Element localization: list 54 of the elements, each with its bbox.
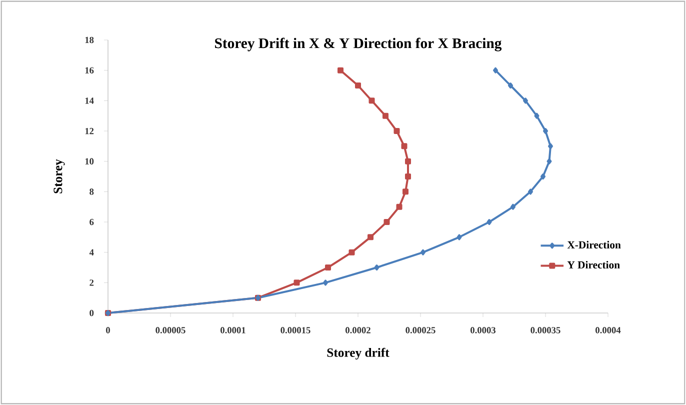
y-tick-label: 6	[90, 218, 94, 226]
y-tick-label: 2	[90, 280, 94, 286]
x-axis-title: Storey drift	[327, 348, 390, 360]
legend-label: Y Direction	[567, 261, 620, 269]
point	[384, 219, 390, 225]
x-tick-label: 0	[106, 327, 110, 334]
point	[355, 82, 362, 89]
y-axis-title: Storey	[54, 159, 65, 194]
y-tick-label: 0	[90, 310, 94, 316]
point	[294, 280, 300, 286]
point	[338, 67, 344, 74]
point	[401, 143, 408, 150]
point	[528, 188, 534, 195]
y-tick-label: 8	[90, 188, 94, 195]
point	[456, 234, 462, 240]
x-tick-label: 0.0001	[220, 327, 246, 334]
point	[368, 98, 375, 104]
x-tick-label: 0.0003	[470, 327, 496, 334]
x-tick-label: 0.00025	[406, 327, 436, 334]
point	[323, 280, 328, 286]
y-tick-label: 12	[85, 128, 94, 134]
point	[493, 67, 498, 74]
legend-label: X-Direction	[567, 240, 621, 248]
point	[546, 158, 552, 164]
x-tick-label: 0.00005	[156, 327, 186, 334]
point	[543, 128, 548, 134]
point	[368, 234, 374, 240]
point	[548, 143, 553, 150]
point	[510, 204, 516, 210]
y-tick-label: 14	[85, 98, 94, 104]
point	[394, 128, 400, 134]
point	[405, 158, 412, 164]
y-tick-label: 16	[85, 67, 94, 74]
point	[396, 204, 402, 210]
point	[486, 219, 492, 225]
x-tick-label: 0.00035	[530, 327, 560, 334]
point	[374, 264, 380, 271]
y-tick-label: 18	[85, 36, 94, 44]
point	[540, 174, 546, 180]
point	[405, 174, 412, 180]
point	[420, 249, 426, 256]
x-tick-label: 0.0004	[596, 327, 621, 334]
point	[382, 112, 389, 119]
point	[523, 98, 528, 104]
point	[325, 264, 331, 271]
point	[508, 82, 513, 89]
y-tick-label: 4	[89, 249, 94, 256]
x-tick-label: 0.0002	[346, 327, 370, 334]
point	[348, 249, 355, 256]
point	[534, 112, 540, 119]
x-tick-label: 0.00015	[280, 327, 310, 334]
y-tick-label: 10	[85, 158, 94, 164]
chart-title: Storey Drift in X & Y Direction for X Bracing	[215, 38, 502, 52]
point	[402, 188, 409, 195]
